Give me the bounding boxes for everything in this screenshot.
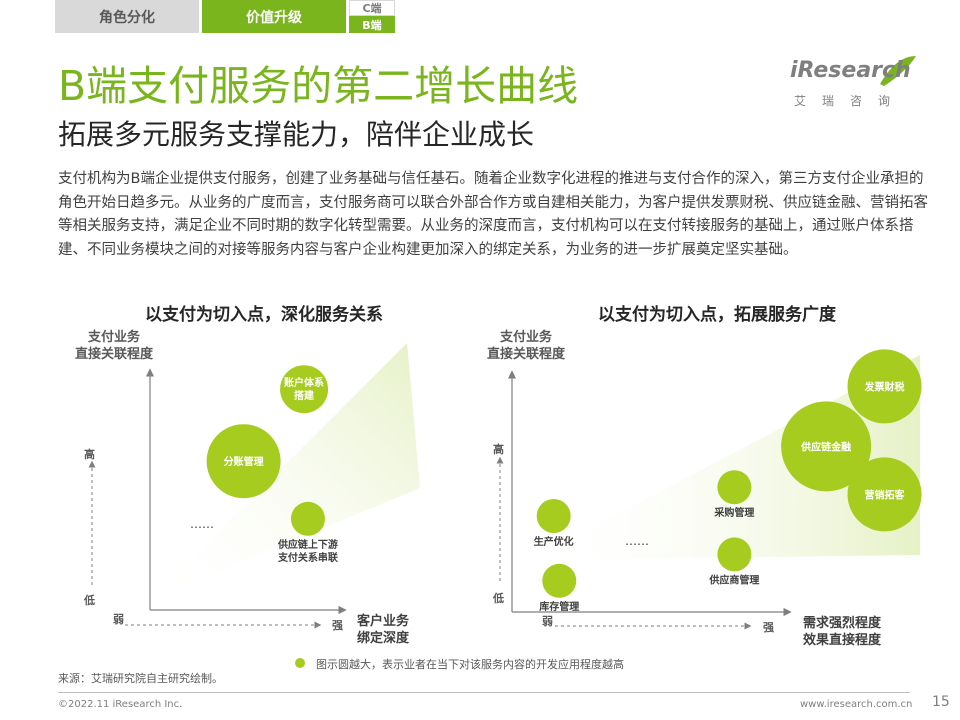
source-note: 来源：艾瑞研究院自主研究绘制。 [58,672,223,685]
chart-2-xlabel-line1: 需求强烈程度 [803,616,882,631]
bubble-label-2-2-1: 库存管理 [539,600,579,613]
chart-1-xtick-low: 弱 [113,613,124,626]
bubble-label-2-3-1: 采购管理 [713,506,754,519]
chart-1-ytick-high: 高 [84,448,95,461]
bubble-2-5 [781,401,872,492]
tab-c-end[interactable]: C端 [349,0,395,16]
chart-2-xlabel: 需求强烈程度 效果直接程度 [803,615,881,649]
footer-url[interactable]: www.iresearch.com.cn [800,699,913,710]
chart-1-ylabel: 支付业务 直接关联程度 [62,329,166,363]
bubble-label-1-3-2: 支付关系串联 [277,551,338,564]
bubble-label-1-3-1: 供应链上下游 [277,538,338,551]
chart-1-ellipsis: …… [190,517,214,531]
legend-text: 图示圆越大，表示业者在当下对该服务内容的开发应用程度越高 [316,658,624,671]
chart-1-title: 以支付为切入点，深化服务关系 [145,305,383,325]
chart-2-ylabel: 支付业务 直接关联程度 [474,329,578,363]
bubble-2-1 [536,499,571,533]
bubble-2-7 [847,457,922,532]
chart-2-ylabel-line2: 直接关联程度 [486,347,565,362]
legend-dot [295,658,305,668]
logo-wordmark: iResearch [790,58,911,83]
chart-1-xlabel-line1: 客户业务 [357,614,410,629]
chart-2-ylabel-line1: 支付业务 [499,330,552,345]
bubble-1-2 [280,365,329,414]
page-subtitle: 拓展多元服务支撑能力，陪伴企业成长 [58,118,535,151]
chart-1-ylabel-line1: 支付业务 [87,330,140,345]
chart-2-xtick-high: 强 [763,621,774,634]
bubble-label-2-1-1: 生产优化 [534,535,574,548]
chart-1-xtick-high: 强 [332,619,343,632]
logo-chinese: 艾瑞咨询 [794,94,907,108]
bubble-2-3 [717,470,752,505]
bubble-label-1-2-2: 搭建 [294,389,315,402]
tab-value-upgrade[interactable]: 价值升级 [202,0,346,33]
chart-2-title: 以支付为切入点，拓展服务广度 [598,305,836,325]
logo-swoosh-icon [880,56,916,86]
chart-2-ytick-high: 高 [493,443,504,456]
bubble-label-2-4-1: 供应商管理 [708,573,759,586]
tab-b-end[interactable]: B端 [349,16,395,33]
tab-c-b-switch[interactable]: C端 B端 [349,0,395,33]
chart-2-ellipsis: …… [625,534,649,548]
iresearch-logo: iResearch 艾瑞咨询 [790,54,916,116]
tab-role-differentiation[interactable]: 角色分化 [55,0,199,33]
body-paragraph: 支付机构为B端企业提供支付服务，创建了业务基础与信任基石。随着企业数字化进程的推… [58,171,928,258]
bubble-2-2 [542,563,577,598]
bubble-label-1-2-1: 账户体系 [284,376,324,389]
chart-2-xlabel-line2: 效果直接程度 [803,633,882,648]
bubble-1-3 [290,501,325,536]
chart-2-xtick-low: 弱 [542,615,553,628]
bubble-label-2-5-1: 供应链金融 [800,440,851,453]
bubble-1-1 [206,424,281,499]
footer-divider [58,692,910,693]
page-title: B端支付服务的第二增长曲线 [58,62,579,110]
bubble-2-6 [847,349,922,424]
chart-1-xlabel: 客户业务 绑定深度 [357,613,409,647]
footer-copyright: ©2022.11 iResearch Inc. [58,699,183,710]
bubble-label-1-1-1: 分账管理 [224,455,264,468]
chart-2-ytick-low: 低 [493,592,504,605]
bubble-label-2-7-1: 营销拓客 [865,488,906,501]
chart-1-ytick-low: 低 [84,594,95,607]
chart-1-xlabel-line2: 绑定深度 [357,631,410,646]
chart-1-ylabel-line2: 直接关联程度 [74,347,153,362]
page-number: 15 [932,694,950,710]
bubble-2-4 [717,537,752,572]
bubble-label-2-6-1: 发票财税 [864,380,905,393]
chart-1-wedge [150,343,420,600]
